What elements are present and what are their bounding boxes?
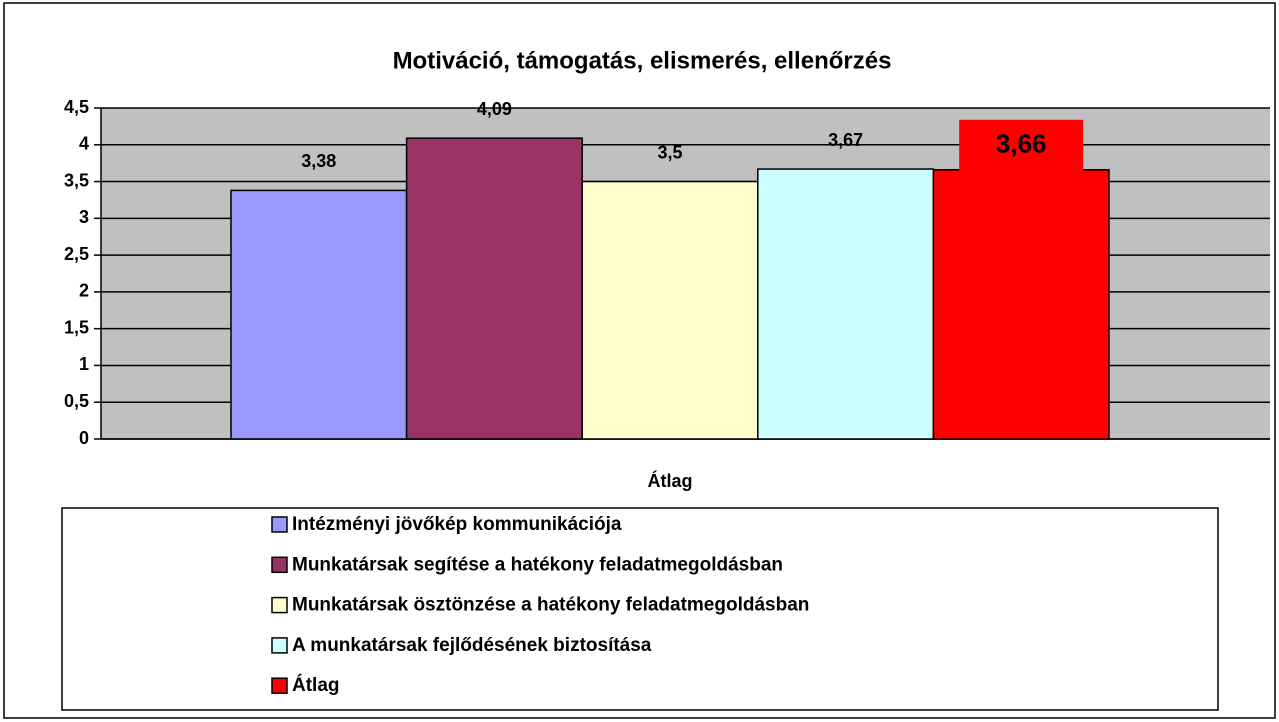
x-tick-label: Átlag (648, 470, 693, 491)
bar (581, 180, 759, 440)
value-label: 3,5 (657, 142, 682, 162)
y-tick-label: 2,5 (64, 244, 89, 264)
value-label-box (959, 119, 1084, 174)
bar (230, 189, 408, 440)
legend-swatch (271, 637, 288, 654)
value-label: 3,66 (996, 129, 1047, 159)
value-label: 3,67 (828, 130, 863, 150)
y-tick-label: 4,5 (64, 97, 89, 117)
value-label: 3,38 (301, 151, 336, 171)
legend-label: Intézményi jövőkép kommunikációja (292, 514, 622, 535)
bar (405, 137, 583, 440)
bar (932, 169, 1110, 440)
y-tick-label: 4 (79, 134, 89, 154)
y-tick-label: 0 (79, 428, 89, 448)
y-tick-label: 1,5 (64, 317, 89, 337)
y-tick-label: 1 (79, 354, 89, 374)
legend-swatch (271, 556, 288, 574)
value-label: 4,09 (477, 99, 512, 119)
y-tick-label: 2 (79, 281, 89, 301)
legend-swatch (271, 596, 288, 614)
legend-swatch (271, 516, 288, 533)
y-tick-label: 3 (79, 207, 89, 227)
bar (757, 168, 935, 440)
legend-label: Munkatársak ösztönzése a hatékony felada… (292, 595, 809, 616)
legend-label: Átlag (292, 674, 340, 696)
y-tick-label: 3,5 (64, 170, 89, 190)
legend-label: A munkatársak fejlődésének biztosítása (292, 635, 652, 656)
legend-swatch (271, 677, 288, 694)
legend-label: Munkatársak segítése a hatékony feladatm… (292, 554, 783, 575)
y-tick-label: 0,5 (64, 391, 89, 411)
chart-title: Motiváció, támogatás, elismerés, ellenőr… (393, 47, 892, 74)
legend-box (61, 507, 1219, 711)
